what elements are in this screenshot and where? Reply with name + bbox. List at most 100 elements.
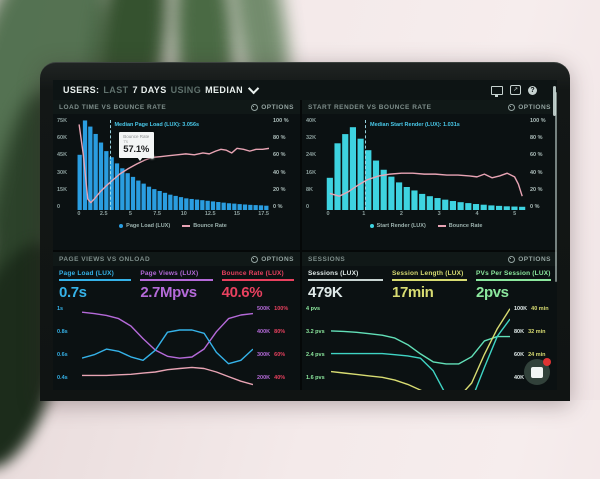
gear-icon <box>508 103 516 111</box>
median-line <box>365 120 366 210</box>
y-tick: 0 % <box>530 203 540 210</box>
y-tick: 4 pvs <box>306 306 321 312</box>
users-label: USERS: <box>63 85 100 95</box>
metric-value: 17min <box>392 284 434 301</box>
y-tick: 30K <box>57 169 68 176</box>
metric-underline <box>221 279 294 281</box>
metric-label: Session Length (LUX) <box>392 270 464 277</box>
y-tick: 75K <box>57 118 68 124</box>
panel-title: SESSIONS <box>308 255 346 263</box>
metric-page-load[interactable]: Page Load (LUX) 0.7s <box>59 270 132 301</box>
x-axis: 0 1 2 3 4 5 <box>326 211 526 220</box>
screen-glare <box>555 92 557 282</box>
x-tick: 4 <box>475 211 479 217</box>
start-render-histogram-chart[interactable]: Median Start Render (LUX): 1.031s <box>326 118 526 210</box>
chat-widget-button[interactable] <box>524 358 551 385</box>
sessions-line-chart[interactable] <box>331 303 510 390</box>
x-tick: 5 <box>128 211 132 217</box>
y-tick: 100 % <box>273 118 289 124</box>
range-prefix-label: LAST <box>103 85 129 95</box>
y-tick: 100K <box>514 306 528 312</box>
options-button[interactable]: OPTIONS <box>508 103 551 111</box>
using-label: USING <box>170 85 202 95</box>
page-views-line-chart[interactable] <box>82 303 253 390</box>
options-label: OPTIONS <box>518 103 551 111</box>
tooltip-value: 57.1% <box>123 143 150 155</box>
chart-area: 1s 0.8s 0.6s 0.4s 500K 100% 400K 80% 300K 6… <box>53 301 300 390</box>
y-tick: 32 min <box>528 329 546 335</box>
chat-icon <box>531 366 543 378</box>
panel-sessions: SESSIONS OPTIONS Sessions (LUX) 479K Ses… <box>302 252 557 390</box>
legend-label: Bounce Rate <box>448 222 483 229</box>
median-label: Median Page Load (LUX): 3.056s <box>114 122 200 128</box>
metric-page-views[interactable]: Page Views (LUX) 2.7Mpvs <box>140 270 213 301</box>
x-tick: 17.5 <box>258 211 269 217</box>
chart-area: 4 pvs 3.2 pvs 2.4 pvs 1.6 pvs 100K 40 min… <box>302 301 557 390</box>
tooltip-x-value: 7s <box>123 138 128 144</box>
chart-legend: Start Render (LUX) Bounce Rate <box>326 220 526 231</box>
metric-underline <box>308 279 383 281</box>
plot-wrap: Median Start Render (LUX): 1.031s 0 1 2 … <box>326 118 526 250</box>
options-label: OPTIONS <box>518 255 551 263</box>
y-tick: 40% <box>274 375 286 381</box>
monitor-icon[interactable] <box>491 85 503 97</box>
metric-label: Page Views (LUX) <box>140 270 199 277</box>
gear-icon <box>251 103 259 111</box>
y-tick: 40 min <box>531 306 549 312</box>
y-tick: 300K <box>257 352 271 358</box>
y-tick: 100% <box>274 306 289 312</box>
x-tick: 12.5 <box>204 211 216 217</box>
metric-bounce-rate[interactable]: Bounce Rate (LUX) 40.6% <box>221 270 294 301</box>
chart-legend: Page Load (LUX) Bounce Rate <box>77 220 269 231</box>
laptop-frame: USERS: LAST 7 DAYS USING MEDIAN ↗ ? LOAD… <box>40 62 570 401</box>
x-tick: 5 <box>513 211 517 217</box>
aggregation-dropdown[interactable]: MEDIAN <box>205 85 244 95</box>
x-tick: 0 <box>77 211 81 217</box>
y-tick: 24K <box>306 152 317 159</box>
y-tick: 200K <box>257 375 271 381</box>
metric-session-length[interactable]: Session Length (LUX) 17min <box>392 270 467 301</box>
options-label: OPTIONS <box>261 103 294 111</box>
chart-area: 40K 32K 24K 16K 8K 0 Median Start Render… <box>302 114 557 250</box>
scrollbar-thumb[interactable] <box>553 86 556 116</box>
y-tick: 80% <box>274 329 286 335</box>
y-tick: 60 % <box>530 152 543 159</box>
notification-badge <box>543 358 551 366</box>
x-tick: 3 <box>437 211 441 217</box>
y-tick: 0 % <box>273 203 283 210</box>
y-tick: 0.4s <box>57 375 68 381</box>
x-axis: 0 2.5 5 7.5 10 12.5 15 17.5 <box>77 211 269 220</box>
help-icon[interactable]: ? <box>528 85 537 95</box>
y-tick: 15K <box>57 186 68 193</box>
options-button[interactable]: OPTIONS <box>251 103 294 111</box>
metric-underline <box>476 279 551 281</box>
panel-title: START RENDER VS BOUNCE RATE <box>308 103 432 111</box>
chevron-down-icon[interactable] <box>247 82 260 95</box>
y-axis-right: 100 % 80 % 60 % 40 % 20 % 0 % <box>526 118 554 210</box>
panel-load-time: LOAD TIME VS BOUNCE RATE OPTIONS 75K 60K… <box>53 100 300 250</box>
y-tick: 2.4 pvs <box>306 352 325 358</box>
metric-sessions[interactable]: Sessions (LUX) 479K <box>308 270 383 301</box>
header-icon-group: ↗ ? <box>491 85 537 97</box>
metric-label: Sessions (LUX) <box>308 270 359 277</box>
dashboard-grid: LOAD TIME VS BOUNCE RATE OPTIONS 75K 60K… <box>53 100 557 390</box>
dashboard-screen: USERS: LAST 7 DAYS USING MEDIAN ↗ ? LOAD… <box>53 80 557 390</box>
median-line <box>109 120 111 210</box>
gear-icon <box>508 255 516 263</box>
range-value[interactable]: 7 DAYS <box>132 85 167 95</box>
y-tick: 40 % <box>273 169 286 176</box>
x-tick: 7.5 <box>153 211 161 217</box>
y-tick: 24 min <box>528 352 546 358</box>
x-tick: 1 <box>362 211 366 217</box>
share-icon[interactable]: ↗ <box>510 85 521 95</box>
load-time-histogram-chart[interactable]: Median Page Load (LUX): 3.056s Bounce Ra… <box>77 118 269 210</box>
legend-line-icon <box>182 224 191 227</box>
panel-header: PAGE VIEWS VS ONLOAD OPTIONS <box>53 252 300 266</box>
options-button[interactable]: OPTIONS <box>251 255 294 263</box>
metric-pvs-per-session[interactable]: PVs Per Session (LUX) 2pvs <box>476 270 551 301</box>
x-tick: 2 <box>399 211 403 217</box>
y-tick: 80 % <box>530 135 543 142</box>
options-button[interactable]: OPTIONS <box>508 255 551 263</box>
y-tick: 80K <box>514 329 525 335</box>
y-tick: 60% <box>274 352 286 358</box>
